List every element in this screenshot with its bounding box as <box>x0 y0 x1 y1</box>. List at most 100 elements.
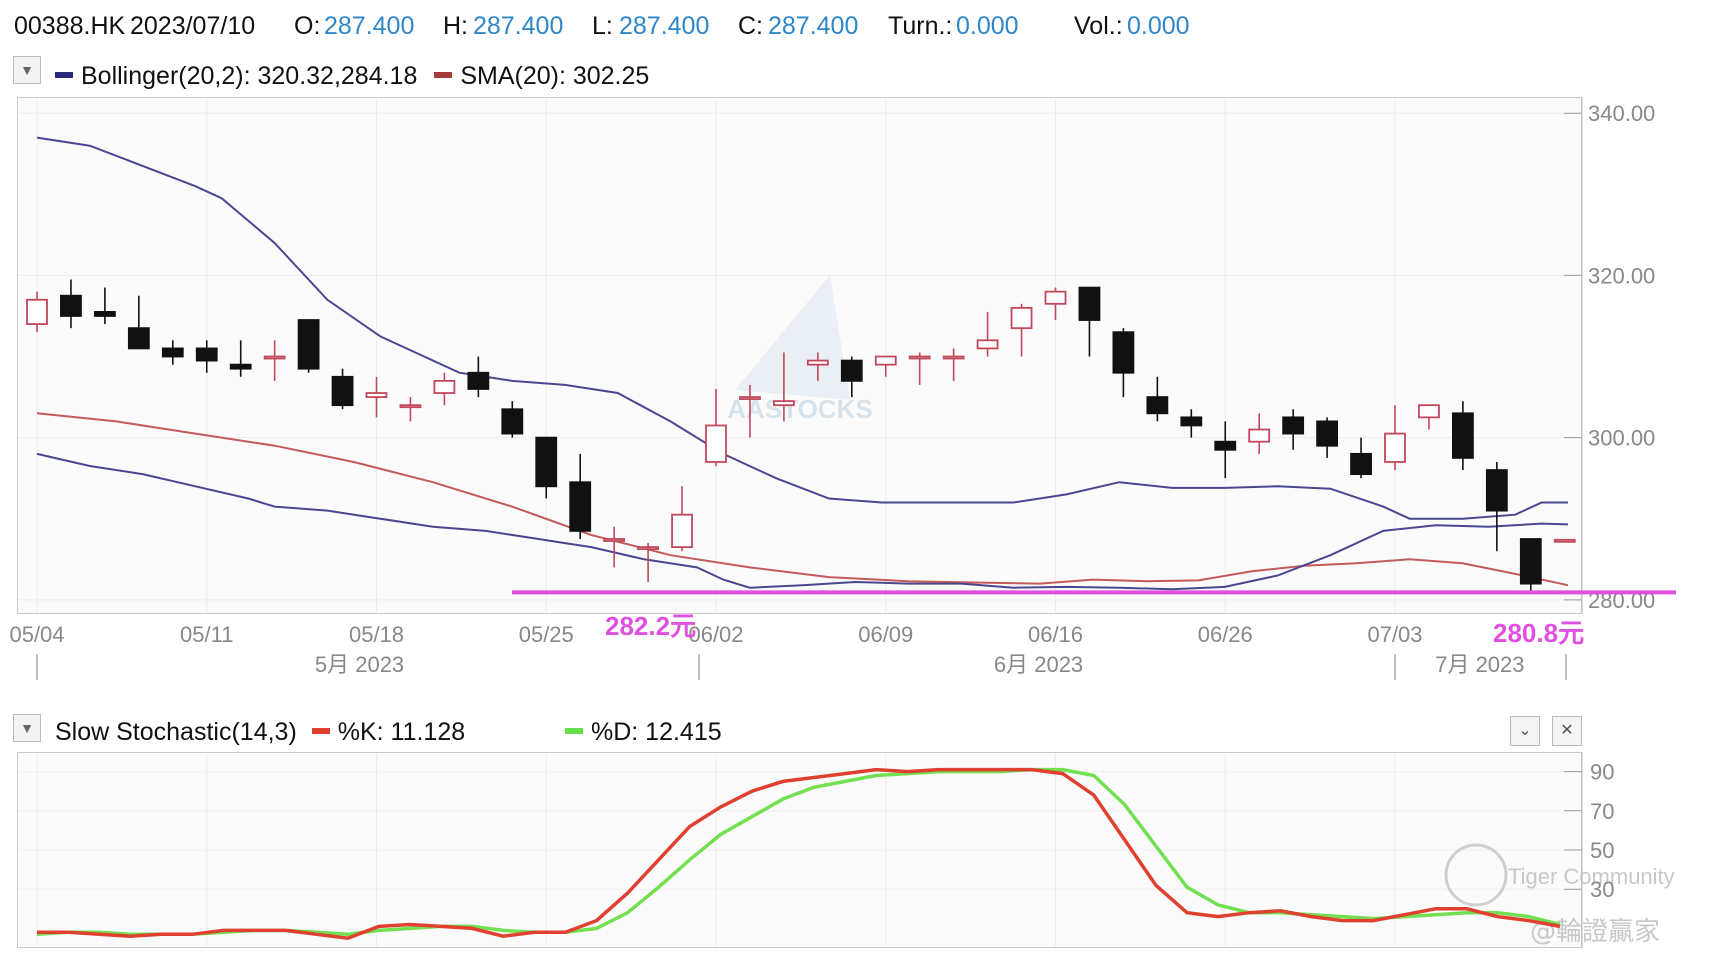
tiger-logo-icon <box>1444 843 1508 907</box>
symbol: 00388.HK <box>14 12 126 40</box>
indicator-layer <box>36 136 1569 591</box>
candle <box>1010 303 1033 357</box>
candle <box>874 355 897 377</box>
d-swatch <box>565 728 583 735</box>
candle-body <box>1112 331 1135 374</box>
candle <box>1214 421 1237 479</box>
candle-body <box>1384 432 1406 463</box>
candle <box>840 356 863 398</box>
candle-body <box>1485 469 1508 512</box>
candle-body <box>501 408 524 435</box>
candle-body <box>1282 416 1305 435</box>
candle <box>60 279 82 329</box>
x-tick-label: 05/25 <box>519 622 574 647</box>
candle-body <box>874 355 897 366</box>
low-value: 287.400 <box>619 12 710 40</box>
high-label: H: <box>443 12 468 40</box>
candle <box>1146 376 1169 422</box>
quote-date: 2023/07/10 <box>130 12 256 40</box>
candle <box>263 340 286 381</box>
grid-layer <box>18 99 1582 946</box>
candle-body <box>94 311 116 317</box>
candle <box>637 543 659 582</box>
candle <box>1452 401 1474 471</box>
candle <box>908 352 931 385</box>
sub-panel-dropdown[interactable]: ▼ <box>13 714 41 742</box>
x-tick-label: 05/18 <box>349 622 404 647</box>
main-panel-dropdown[interactable]: ▼ <box>13 56 41 84</box>
candle-body <box>331 375 354 407</box>
support-low-b-label: 280.8元 <box>1493 618 1584 648</box>
candle <box>161 340 184 365</box>
stoch-tick-label: 70 <box>1590 799 1614 824</box>
candle-body <box>229 363 252 370</box>
sma-legend: SMA(20): 302.25 <box>460 62 650 90</box>
candle <box>26 291 48 333</box>
candle <box>399 397 422 422</box>
candle <box>433 372 456 406</box>
candle <box>535 436 558 499</box>
candle-body <box>1248 428 1271 443</box>
x-tick-label: 06/09 <box>858 622 913 647</box>
stoch-tick-label: 90 <box>1590 760 1614 785</box>
stoch-d-line <box>36 767 1561 937</box>
support-low-a-label: 282.2元 <box>605 611 696 641</box>
month-label: 5月 2023 <box>315 652 404 677</box>
x-tick-label: 06/16 <box>1028 622 1083 647</box>
candle <box>94 287 116 325</box>
candle-body <box>127 327 150 350</box>
sma-swatch <box>434 72 453 79</box>
candle-body <box>739 396 761 400</box>
open-label: O: <box>294 12 321 40</box>
price-tick-label: 300.00 <box>1588 426 1655 451</box>
candle-body <box>942 355 965 360</box>
candle-body <box>705 424 727 463</box>
candle-body <box>433 379 456 394</box>
candle-body <box>365 392 388 398</box>
candle <box>1248 413 1271 454</box>
candle <box>1350 437 1372 479</box>
candle <box>127 295 150 350</box>
candle-body <box>976 339 999 350</box>
candle-body <box>1214 440 1237 451</box>
price-tick-label: 320.00 <box>1588 263 1655 288</box>
turnover-label: Turn.: <box>888 12 953 40</box>
annotation-layer: 282.2元 280.8元 <box>512 590 1676 648</box>
candle-body <box>1010 306 1033 330</box>
candle <box>1044 287 1067 321</box>
candle-body <box>60 294 82 317</box>
candle-body <box>1519 538 1542 585</box>
sma-line <box>36 412 1569 587</box>
candle <box>773 352 795 422</box>
candle <box>1553 538 1576 543</box>
candle-body <box>195 347 218 362</box>
candle <box>603 526 626 568</box>
candle <box>1316 417 1338 458</box>
candle <box>365 376 388 418</box>
open-value: 287.400 <box>324 12 415 40</box>
candle-body <box>297 319 320 370</box>
candle <box>501 401 524 438</box>
bollinger-lower-line <box>36 452 1569 591</box>
candle-body <box>1078 286 1101 321</box>
collapse-panel-button[interactable]: ⌄ <box>1510 716 1540 746</box>
stochastic-title: Slow Stochastic(14,3) <box>55 718 297 746</box>
candle-body <box>908 355 931 360</box>
candle-body <box>840 359 863 382</box>
tiger-watermark: Tiger Community <box>1508 864 1675 889</box>
axis-layer: 05/04 05/11 05/18 05/25 06/02 06/09 06/16 06/26… <box>9 97 1655 948</box>
close-value: 287.400 <box>768 12 859 40</box>
candle <box>942 348 965 381</box>
x-tick-label: 05/11 <box>180 622 233 647</box>
candle <box>467 356 490 398</box>
candle-body <box>569 481 592 532</box>
bollinger-legend: Bollinger(20,2): 320.32,284.18 <box>81 62 418 90</box>
x-tick-label: 06/02 <box>688 622 743 647</box>
high-value: 287.400 <box>473 12 564 40</box>
stoch-tick-label: 30 <box>1590 877 1614 902</box>
close-panel-button[interactable]: ✕ <box>1552 716 1582 746</box>
month-label: 7月 2023 <box>1435 652 1524 677</box>
candle-body <box>1316 420 1338 447</box>
